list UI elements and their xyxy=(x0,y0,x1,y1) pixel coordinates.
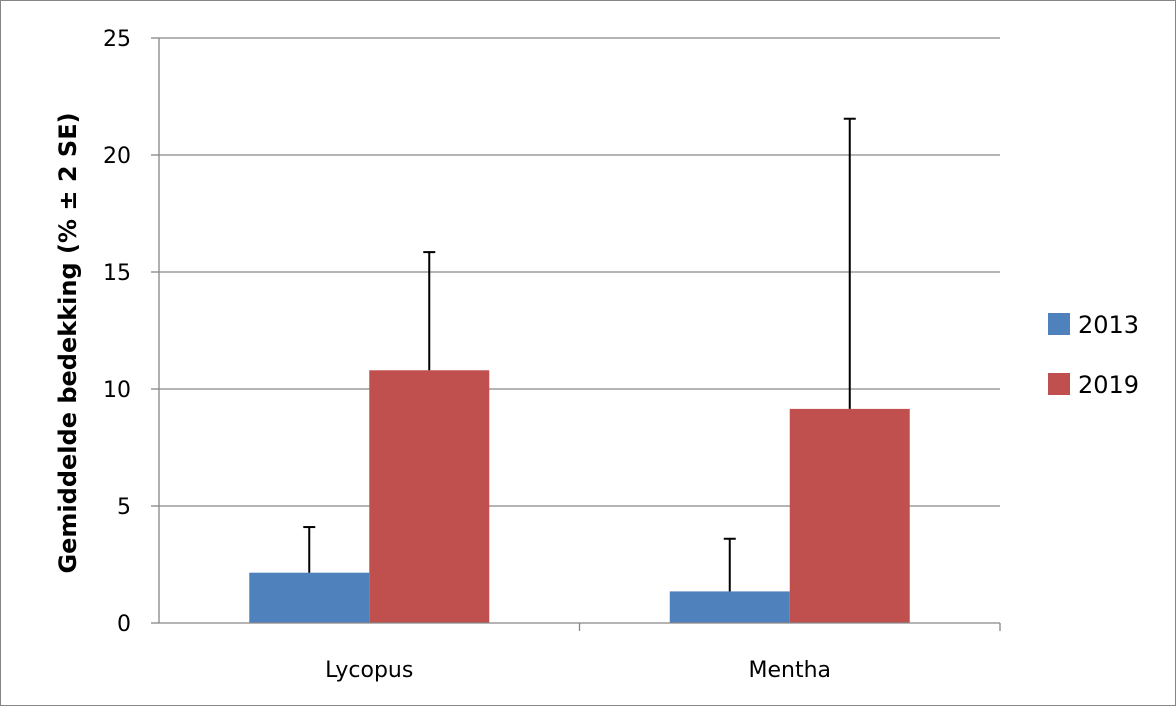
axes xyxy=(151,37,1001,631)
legend: 2013 2019 xyxy=(1048,311,1139,399)
legend-label-2013: 2013 xyxy=(1078,311,1139,339)
bar-2019-Lycopus xyxy=(369,370,490,623)
y-tick-label: 20 xyxy=(103,144,131,169)
y-tick-label: 25 xyxy=(103,27,131,52)
x-category-labels: Lycopus Mentha xyxy=(325,658,831,683)
bar-2019-Mentha xyxy=(789,408,910,623)
error-bars xyxy=(303,117,856,592)
category-label-mentha: Mentha xyxy=(748,658,831,683)
bars xyxy=(249,370,910,623)
legend-swatch-2019 xyxy=(1048,373,1070,395)
y-tick-label: 10 xyxy=(103,378,131,403)
legend-swatch-2013 xyxy=(1048,313,1070,335)
category-label-lycopus: Lycopus xyxy=(325,658,413,683)
y-tick-labels: 0 5 10 15 20 25 xyxy=(103,27,131,637)
y-tick-label: 5 xyxy=(117,495,131,520)
legend-label-2019: 2019 xyxy=(1078,371,1139,399)
y-axis-title: Gemiddelde bedekking (% ± 2 SE) xyxy=(54,112,82,573)
y-tick-label: 15 xyxy=(103,261,131,286)
y-tick-label: 0 xyxy=(117,612,131,637)
bar-2013-Lycopus xyxy=(249,572,370,623)
bar-2013-Mentha xyxy=(669,591,790,623)
